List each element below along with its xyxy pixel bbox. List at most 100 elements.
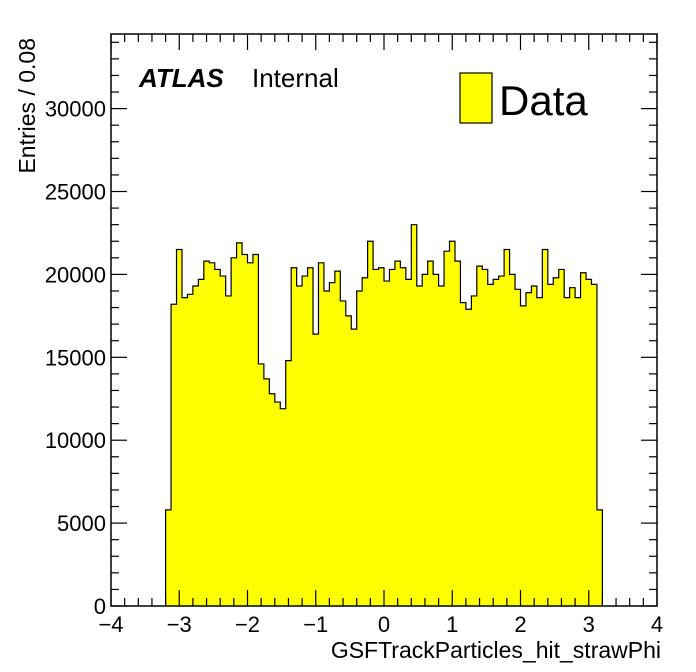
y-tick-label: 30000 — [45, 97, 106, 122]
histogram-bin — [580, 272, 587, 606]
histogram-bin — [444, 251, 451, 606]
histogram-bin — [433, 274, 440, 606]
axis-ticks-group — [110, 34, 658, 607]
histogram-bin — [209, 262, 216, 606]
histogram-bin — [558, 269, 565, 606]
histogram-bin — [192, 286, 199, 606]
x-tick-label: −2 — [235, 612, 260, 637]
histogram-bin — [181, 297, 189, 606]
histogram-bin — [460, 302, 467, 606]
histogram-bin — [263, 378, 270, 606]
histogram-bin — [198, 279, 205, 606]
y-axis-title: Entries / 0.08 — [14, 38, 40, 174]
histogram-bin — [438, 286, 445, 606]
histogram-bin — [515, 289, 522, 606]
histogram-bin — [362, 277, 369, 606]
histogram-bin — [307, 267, 314, 606]
histogram-bin — [225, 295, 232, 606]
histogram-bin — [493, 279, 500, 606]
atlas-label: ATLAS — [138, 63, 224, 93]
histogram-fill-group — [165, 224, 603, 607]
histogram-bin — [231, 257, 238, 606]
histogram-bin — [356, 290, 363, 606]
histogram-bin — [236, 242, 243, 606]
histogram-bin — [378, 267, 385, 606]
y-tick-label: 5000 — [57, 511, 106, 536]
histogram-bin — [329, 282, 336, 606]
legend-label-data: Data — [499, 77, 588, 124]
histogram-bin — [482, 269, 489, 606]
histogram-bin — [187, 294, 194, 606]
histogram-bin — [351, 329, 358, 606]
y-tick-label: 25000 — [45, 180, 106, 205]
histogram-bin — [389, 269, 396, 606]
histogram-bin — [465, 309, 472, 606]
histogram-bin — [176, 249, 183, 606]
x-axis-title: GSFTrackParticles_hit_strawPhi — [331, 637, 661, 663]
histogram-bin — [318, 262, 325, 606]
histogram-bin — [509, 274, 516, 606]
histogram-outline — [165, 224, 603, 606]
y-tick-labels-group: 0 5000 10000 15000 20000 25000 30000 — [45, 97, 106, 619]
histogram-bin — [525, 292, 533, 606]
histogram-bin — [536, 297, 543, 606]
histogram-bin — [384, 281, 391, 606]
y-tick-label: 0 — [94, 594, 106, 619]
histogram-bin — [487, 284, 494, 606]
histogram-bin — [427, 261, 434, 606]
histogram-bin — [591, 284, 598, 606]
x-tick-label: −1 — [303, 612, 328, 637]
histogram-bin — [340, 300, 347, 606]
x-tick-label: 1 — [446, 612, 458, 637]
histogram-bin — [520, 305, 527, 606]
histogram-bin — [313, 334, 320, 606]
histogram-bin — [422, 274, 429, 606]
histogram-bin — [471, 295, 478, 606]
histogram-bin — [542, 249, 549, 606]
y-tick-label: 10000 — [45, 428, 106, 453]
histogram-bin — [569, 287, 576, 606]
x-tick-label: −4 — [98, 612, 123, 637]
histogram-bin — [564, 297, 571, 606]
histogram-bin — [367, 241, 374, 606]
histogram-bin — [449, 241, 456, 606]
histogram-bin — [405, 279, 412, 606]
histogram-bin — [345, 315, 352, 606]
histogram-bin — [269, 393, 276, 606]
histogram-bin — [220, 276, 227, 606]
histogram-bin — [334, 271, 341, 606]
histogram-bin — [296, 286, 303, 606]
histogram-bin — [280, 408, 287, 606]
histogram-bin — [203, 261, 210, 606]
x-tick-label: −3 — [167, 612, 192, 637]
histogram-bin — [476, 266, 483, 606]
histogram-bin — [596, 509, 603, 606]
y-tick-label: 20000 — [45, 262, 106, 287]
x-tick-labels-group: −4 −3 −2 −1 0 1 2 3 4 — [98, 612, 663, 637]
legend-swatch-data — [459, 72, 493, 124]
histogram-bin — [302, 276, 309, 606]
histogram-bin — [373, 269, 380, 606]
histogram-bin — [411, 224, 418, 606]
atlas-status-label: Internal — [252, 63, 339, 93]
histogram-bin — [285, 360, 292, 606]
histogram-bin — [586, 279, 593, 606]
histogram-bin — [400, 267, 407, 606]
histogram-bin — [531, 286, 538, 606]
histogram-bin — [454, 261, 462, 606]
histogram-bin — [394, 261, 401, 606]
histogram-bin — [498, 276, 505, 606]
y-tick-label: 15000 — [45, 345, 106, 370]
histogram-bin — [416, 286, 423, 606]
histogram-bin — [553, 277, 560, 606]
histogram-bin — [258, 363, 265, 606]
histogram-bin — [247, 262, 254, 606]
histogram-bin — [323, 290, 330, 606]
histogram-bin — [291, 267, 298, 606]
histogram-bin — [165, 509, 172, 606]
x-tick-label: 4 — [651, 612, 663, 637]
histogram-bin — [171, 304, 178, 606]
histogram-bin — [575, 297, 582, 606]
histogram-bin — [242, 254, 249, 607]
